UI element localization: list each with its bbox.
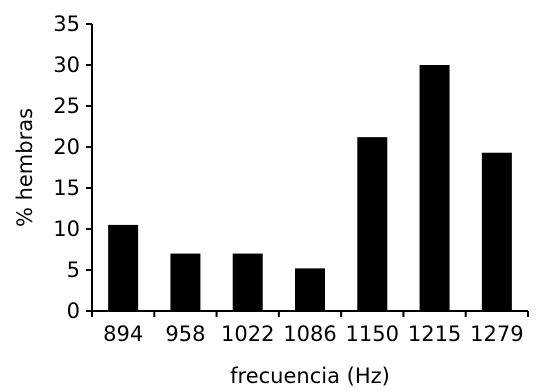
y-ticks-group: 0 5 10 15 20 25 30 35 <box>53 12 92 323</box>
x-tick-label: 1279 <box>470 322 523 346</box>
bar-1086 <box>295 268 325 311</box>
y-tick-label: 35 <box>53 12 80 36</box>
bar-958 <box>170 253 201 311</box>
y-tick-label: 15 <box>53 176 80 200</box>
x-tick-label: 1086 <box>283 322 336 346</box>
x-tick-label: 1150 <box>346 322 399 346</box>
x-tick-label: 958 <box>165 322 205 346</box>
bars-group <box>108 65 512 311</box>
bar-1215 <box>419 65 450 311</box>
x-axis-title: frecuencia (Hz) <box>230 364 390 388</box>
y-tick-label: 5 <box>67 258 80 282</box>
x-tick-label: 1022 <box>221 322 274 346</box>
y-tick-label: 10 <box>53 217 80 241</box>
bar-1279 <box>481 152 512 311</box>
y-tick-label: 20 <box>53 135 80 159</box>
x-ticks-group: 894 958 1022 1086 1150 1215 1279 <box>91 311 529 346</box>
x-tick-label: 894 <box>103 322 143 346</box>
axes-group <box>91 24 528 312</box>
bar-1150 <box>357 137 388 311</box>
y-tick-label: 25 <box>53 94 80 118</box>
bar-1022 <box>232 253 263 311</box>
bar-894 <box>108 224 139 311</box>
y-tick-label: 30 <box>53 53 80 77</box>
y-axis-title: % hembras <box>13 108 37 227</box>
y-tick-label: 0 <box>67 299 80 323</box>
x-tick-label: 1215 <box>408 322 461 346</box>
